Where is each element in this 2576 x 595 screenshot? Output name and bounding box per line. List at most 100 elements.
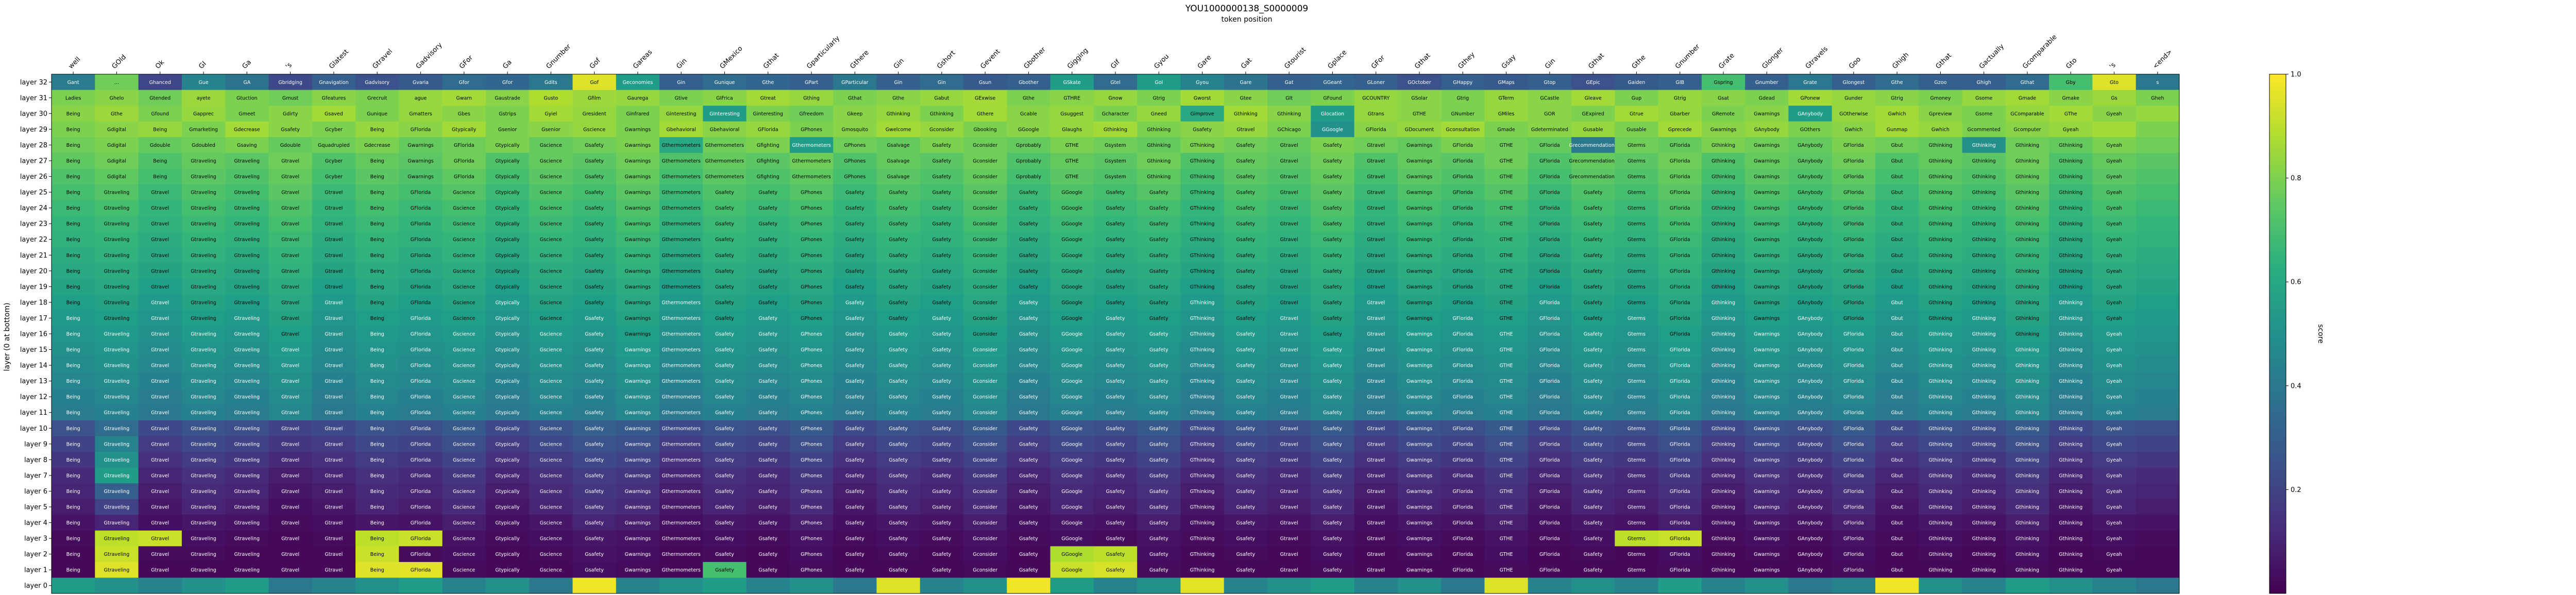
- x-tick-label: Gshort: [936, 49, 957, 70]
- cell-label: Gtraveling: [104, 379, 130, 384]
- cell-label: GFlorida: [1452, 520, 1473, 526]
- heatmap-cell: [268, 121, 313, 138]
- cell-label: Gsafety: [933, 143, 952, 148]
- cell-label: Being: [370, 159, 384, 164]
- heatmap-cell: [1137, 577, 1181, 594]
- cell-label: GAnybody: [1798, 300, 1823, 305]
- cell-label: GFlorida: [411, 127, 431, 132]
- heatmap-cell: [1571, 577, 1615, 594]
- heatmap-cell: [1615, 137, 1659, 154]
- cell-label: Gmake: [2062, 95, 2080, 101]
- cell-label: Gwarnings: [1710, 127, 1736, 132]
- cell-label: GPhones: [801, 253, 822, 259]
- cell-label: Gtravel: [325, 441, 343, 447]
- cell-label: Gtraveling: [234, 316, 260, 321]
- heatmap-cell: [703, 74, 747, 91]
- heatmap-cell: [2136, 231, 2180, 248]
- cell-label: Gtraveling: [234, 410, 260, 416]
- heatmap-cell: [1180, 152, 1225, 169]
- heatmap-cell: [138, 121, 182, 138]
- cell-label: Gtraveling: [191, 300, 216, 305]
- cell-label: Gtravel: [1367, 505, 1385, 511]
- cell-label: Gtravel: [151, 332, 169, 337]
- cell-label: Gsafety: [1019, 552, 1038, 557]
- cell-label: Gwarnings: [1406, 363, 1432, 369]
- cell-label: Gyeah: [2106, 520, 2122, 526]
- heatmap-cell: [1615, 200, 1659, 216]
- cell-label: Gtravel: [151, 253, 169, 259]
- cell-label: Gtravel: [281, 410, 299, 416]
- cell-label: Gtravel: [325, 268, 343, 274]
- cell-label: Gterms: [1628, 159, 1646, 164]
- cell-label: Gthe: [1023, 95, 1035, 101]
- heatmap-cell: [1875, 121, 1919, 138]
- heatmap-cell: [1224, 577, 1268, 594]
- heatmap-cell: [2136, 215, 2180, 232]
- cell-label: Gwarnings: [625, 426, 651, 432]
- cell-label: Gwarnings: [1754, 347, 1780, 353]
- cell-label: Gsafety: [758, 379, 777, 384]
- heatmap-cell: [789, 137, 834, 154]
- cell-label: Gbridging: [278, 80, 302, 86]
- heatmap-cell: [52, 200, 95, 216]
- heatmap-cell: [703, 152, 747, 169]
- cell-label: Gtravel: [151, 347, 169, 353]
- cell-label: Gsafety: [758, 568, 777, 573]
- heatmap-cell: [181, 152, 226, 169]
- cell-label: Gyeah: [2106, 379, 2122, 384]
- cell-label: Gtraveling: [234, 473, 260, 479]
- cell-label: Gthermometers: [662, 363, 701, 369]
- cell-label: GThinking: [1190, 410, 1215, 416]
- cell-label: Gsafety: [1019, 536, 1038, 542]
- cell-label: Gscience: [540, 426, 562, 432]
- heatmap-cell: [485, 200, 530, 216]
- heatmap-cell: [963, 168, 1007, 185]
- cell-label: Gtypically: [495, 284, 520, 290]
- cell-label: Being: [66, 363, 80, 369]
- heatmap-cell: [355, 577, 399, 594]
- cell-label: GFlorida: [1670, 253, 1690, 259]
- heatmap-cell: [1267, 121, 1311, 138]
- cell-label: Gthinking: [2059, 190, 2082, 196]
- cell-label: Gsafety: [715, 441, 734, 447]
- heatmap-cell: [1093, 106, 1138, 122]
- heatmap-cell: [95, 184, 139, 200]
- cell-label: Gwarnings: [1754, 300, 1780, 305]
- cell-label: Gtravel: [325, 520, 343, 526]
- cell-label: GFlorida: [1843, 222, 1864, 227]
- heatmap-cell: [1658, 106, 1702, 122]
- cell-label: Gtravel: [1367, 536, 1385, 542]
- cell-label: Gterms: [1628, 222, 1646, 227]
- heatmap-cell: [1615, 74, 1659, 91]
- cell-label: GAnybody: [1798, 520, 1823, 526]
- cell-label: Gthinking: [2015, 300, 2039, 305]
- cell-label: GThe: [2064, 111, 2077, 117]
- cell-label: GGoogle: [1018, 127, 1039, 132]
- heatmap-cell: [225, 200, 269, 216]
- cell-label: Gthermometers: [662, 300, 701, 305]
- cell-label: Gtravel: [1367, 332, 1385, 337]
- cell-label: Gscience: [453, 237, 475, 243]
- cell-label: Gsuggest: [1060, 111, 1083, 117]
- cell-label: Gsafety: [1584, 505, 1603, 511]
- cell-label: Gthinking: [1928, 159, 1952, 164]
- cell-label: Gsafety: [1323, 300, 1342, 305]
- cell-label: GFlorida: [1670, 222, 1690, 227]
- cell-label: Gsafety: [889, 520, 908, 526]
- cell-label: Gsafety: [1149, 489, 1168, 495]
- cell-label: Gterms: [1628, 363, 1646, 369]
- cell-label: Gthinking: [2015, 347, 2039, 353]
- colorbar-gradient: [2269, 74, 2286, 594]
- cell-label: Gzoo: [1934, 80, 1946, 86]
- heatmap-cell: [1658, 90, 1702, 106]
- cell-label: Gthinking: [2015, 552, 2039, 557]
- cell-label: Gscience: [453, 190, 475, 196]
- heatmap-cell: [572, 168, 617, 185]
- y-tick-label: layer 12: [20, 394, 47, 401]
- cell-label: Gscience: [540, 568, 562, 573]
- cell-label: Gbooking: [974, 127, 997, 132]
- cell-label: Gtraveling: [104, 552, 130, 557]
- cell-label: Gwarnings: [1406, 379, 1432, 384]
- cell-label: Gsafety: [1106, 332, 1125, 337]
- cell-label: Gsafety: [933, 268, 952, 274]
